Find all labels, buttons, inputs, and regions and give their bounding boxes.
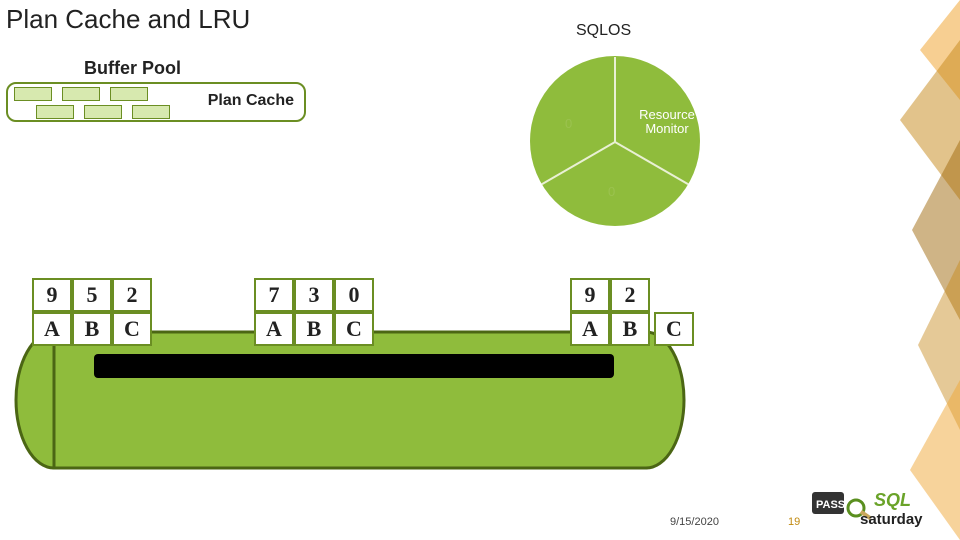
grid-cell: A: [254, 312, 294, 346]
grid-cell: C: [334, 312, 374, 346]
sqlos-title: SQLOS: [576, 22, 631, 40]
pie-slice-label: 0: [565, 116, 572, 131]
grid-cell: 5: [72, 278, 112, 312]
grid-cell: 9: [570, 278, 610, 312]
plan-cache-label: Plan Cache: [208, 92, 294, 110]
grid-cell: 7: [254, 278, 294, 312]
svg-text:SQL: SQL: [874, 490, 911, 510]
lru-group-a: 9 5 2 A B C: [32, 278, 152, 346]
grid-cell: B: [610, 312, 650, 346]
grid-cell: 3: [294, 278, 334, 312]
pie-slice-label: 0: [608, 184, 615, 199]
sqlos-pie: 0 ResourceMonitor 0: [530, 56, 700, 226]
bp-cell: [84, 105, 122, 119]
bp-cell: [62, 87, 100, 101]
footer-date: 9/15/2020: [670, 516, 719, 528]
slide-accent: [890, 0, 960, 540]
pie-slice-label-resource-monitor: ResourceMonitor: [633, 108, 700, 137]
bp-cell: [14, 87, 52, 101]
sql-saturday-logo: PASS SQL saturday: [812, 486, 942, 532]
conveyor-cylinder: [14, 330, 686, 470]
buffer-pool-box: Plan Cache: [6, 82, 306, 122]
lru-group-b: 7 3 0 A B C: [254, 278, 374, 346]
slide-title: Plan Cache and LRU: [6, 4, 250, 35]
grid-cell: 9: [32, 278, 72, 312]
grid-cell: 2: [610, 278, 650, 312]
grid-cell: C: [112, 312, 152, 346]
footer-page-number: 19: [788, 516, 800, 528]
grid-cell: B: [72, 312, 112, 346]
buffer-pool-heading: Buffer Pool: [84, 58, 181, 79]
lru-group-c: 9 2 A B: [570, 278, 650, 346]
orphan-cell-c: C: [654, 312, 694, 346]
bp-cell: [110, 87, 148, 101]
bp-cell: [36, 105, 74, 119]
grid-cell: A: [32, 312, 72, 346]
grid-cell: 2: [112, 278, 152, 312]
svg-text:saturday: saturday: [860, 511, 923, 528]
bp-cell: [132, 105, 170, 119]
grid-cell: A: [570, 312, 610, 346]
grid-cell: 0: [334, 278, 374, 312]
svg-text:PASS: PASS: [816, 499, 845, 511]
grid-cell: B: [294, 312, 334, 346]
